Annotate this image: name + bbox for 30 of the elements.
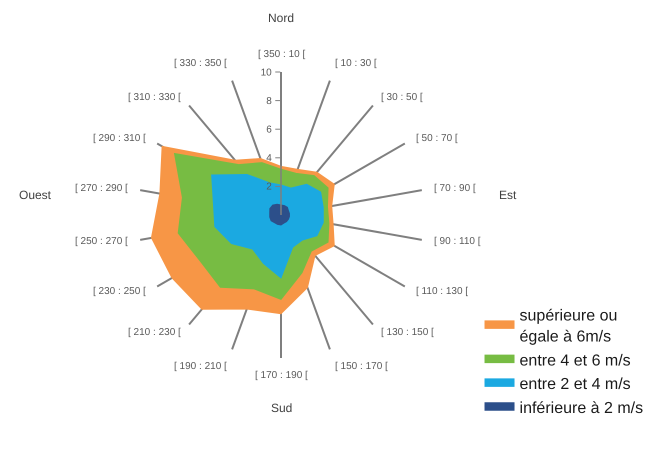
- y-tick-label: 4: [266, 153, 272, 164]
- spoke-label: [ 290 : 310 [: [93, 133, 146, 144]
- spoke-label: [ 50 : 70 [: [416, 133, 458, 144]
- spoke-label: [ 210 : 230 [: [128, 327, 182, 338]
- spoke-label: [ 230 : 250 [: [93, 286, 146, 297]
- spoke-label: [ 70 : 90 [: [434, 183, 476, 194]
- spoke-label: [ 110 : 130 [: [416, 286, 468, 297]
- spoke-label: [ 170 : 190 [: [255, 370, 308, 381]
- y-tick-label: 2: [266, 182, 272, 193]
- spoke-label: [ 270 : 290 [: [75, 183, 128, 194]
- spoke-label: [ 10 : 30 [: [335, 58, 377, 69]
- spoke-label: [ 190 : 210 [: [174, 361, 228, 372]
- y-tick-label: 10: [260, 67, 272, 78]
- spoke-label: [ 30 : 50 [: [381, 92, 423, 103]
- spoke-label: [ 350 : 10 [: [258, 49, 306, 60]
- spoke-label: [ 130 : 150 [: [381, 327, 434, 338]
- spoke-label: [ 250 : 270 [: [75, 236, 128, 247]
- spoke-label: [ 150 : 170 [: [335, 361, 388, 372]
- spoke-label: [ 330 : 350 [: [174, 58, 228, 69]
- text: Sud: [271, 401, 292, 415]
- legend-label: entre 4 et 6 m/s: [520, 352, 631, 370]
- spoke-label: [ 90 : 110 [: [434, 236, 481, 247]
- legend-label: inférieure à 2 m/s: [520, 400, 644, 417]
- y-tick-label: 6: [266, 124, 272, 136]
- legend-label: entre 2 et 4 m/s: [520, 376, 631, 394]
- y-tick-label: 8: [266, 96, 272, 107]
- text: Est: [499, 188, 518, 202]
- spoke-label: [ 310 : 330 [: [128, 92, 182, 103]
- text: Nord: [268, 11, 294, 25]
- text: Ouest: [19, 188, 52, 202]
